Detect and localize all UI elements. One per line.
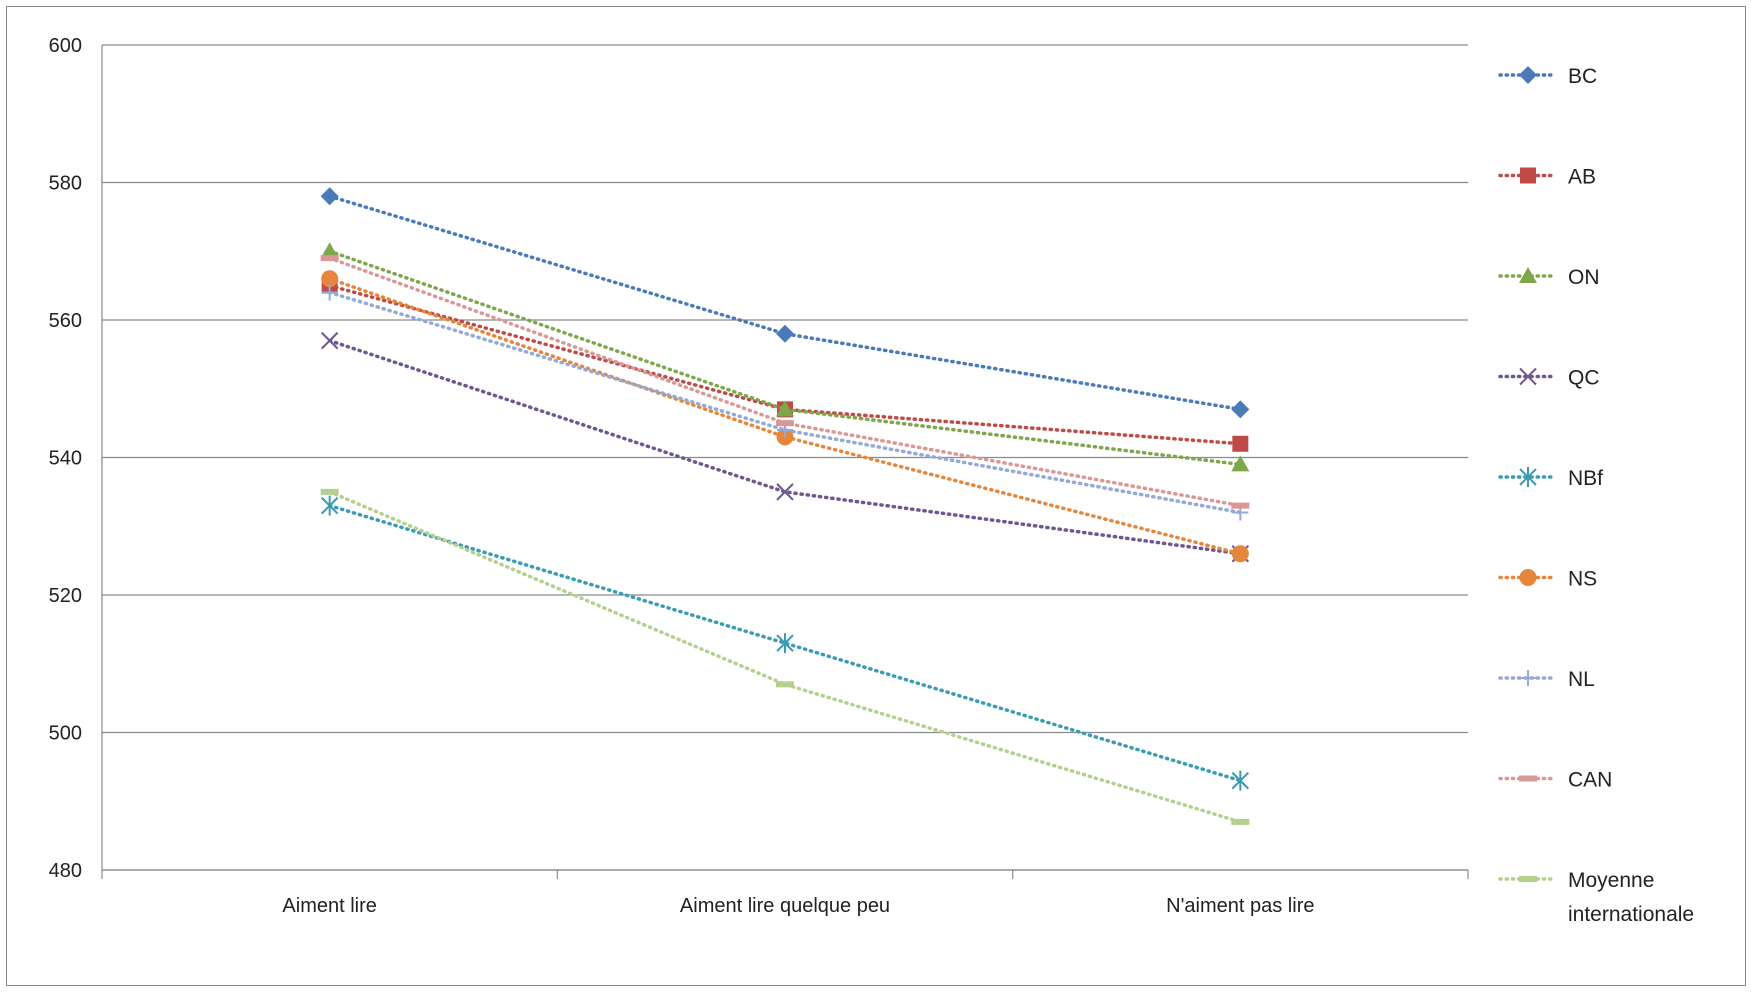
series-line-can bbox=[327, 256, 1243, 508]
series-line-bc bbox=[327, 194, 1243, 412]
data-point bbox=[1231, 400, 1250, 419]
legend-label: Moyenne bbox=[1568, 869, 1654, 892]
data-point bbox=[320, 331, 339, 350]
data-point bbox=[320, 242, 339, 259]
legend-marker bbox=[1520, 167, 1536, 184]
series-line-ab bbox=[327, 283, 1243, 446]
legend-marker bbox=[1519, 775, 1537, 782]
data-point bbox=[320, 488, 339, 495]
data-point bbox=[320, 495, 339, 516]
series-line-moyenne-internationale bbox=[327, 490, 1243, 824]
data-point bbox=[776, 324, 794, 343]
data-point bbox=[1231, 502, 1250, 509]
data-point bbox=[320, 187, 339, 206]
legend-item: QC bbox=[1498, 367, 1600, 390]
y-tick-label: 480 bbox=[49, 860, 82, 882]
gridlines bbox=[102, 44, 1468, 871]
y-tick-label: 540 bbox=[49, 448, 82, 470]
data-point bbox=[776, 483, 794, 501]
y-tick-label: 520 bbox=[49, 585, 82, 607]
x-tick-label: Aiment lire bbox=[282, 895, 376, 917]
x-tick-label: Aiment lire quelque peu bbox=[680, 895, 890, 917]
legend-label: AB bbox=[1568, 166, 1596, 189]
legend-item: AB bbox=[1498, 166, 1596, 189]
legend-marker bbox=[1519, 569, 1537, 586]
y-tick-label: 560 bbox=[49, 310, 82, 332]
legend-item: NBf bbox=[1498, 467, 1603, 490]
legend-label: NL bbox=[1568, 668, 1595, 691]
legend: BC AB ON QC NBf NS NL CAN Moyenne internationale bbox=[1498, 65, 1694, 926]
legend-marker bbox=[1519, 267, 1537, 283]
legend-item: ON bbox=[1498, 266, 1600, 289]
data-point bbox=[1231, 770, 1250, 791]
y-tick-label: 500 bbox=[49, 723, 82, 745]
data-point bbox=[776, 681, 794, 688]
legend-item: BC bbox=[1498, 65, 1597, 88]
y-tick-label: 600 bbox=[49, 35, 82, 57]
data-point bbox=[1231, 545, 1249, 563]
legend-marker bbox=[1519, 876, 1537, 882]
legend-marker bbox=[1519, 66, 1537, 84]
legend-label: NBf bbox=[1568, 467, 1603, 490]
data-point bbox=[776, 633, 794, 654]
legend-item: NS bbox=[1498, 568, 1597, 591]
legend-item: CAN bbox=[1498, 769, 1612, 792]
data-point bbox=[321, 270, 339, 288]
axes: 480 500 520 540 560 580 600 Aiment lire Aiment l… bbox=[49, 35, 1469, 917]
data-point bbox=[1232, 435, 1249, 452]
legend-marker bbox=[1520, 670, 1536, 686]
series-line-qc bbox=[327, 338, 1243, 556]
data-point bbox=[320, 255, 339, 262]
data-point bbox=[1231, 818, 1250, 825]
legend-label: NS bbox=[1568, 568, 1597, 591]
legend-label: BC bbox=[1568, 65, 1597, 88]
y-tick-label: 580 bbox=[49, 173, 82, 195]
legend-marker bbox=[1519, 367, 1537, 386]
series-lines bbox=[320, 187, 1250, 825]
series-line-nbf bbox=[327, 503, 1243, 783]
data-point bbox=[776, 400, 794, 417]
data-point bbox=[321, 284, 338, 301]
chart-frame bbox=[6, 6, 1746, 986]
legend-item: NL bbox=[1498, 668, 1595, 691]
legend-marker bbox=[1519, 467, 1537, 487]
legend-label: ON bbox=[1568, 266, 1600, 289]
legend-label: QC bbox=[1568, 367, 1600, 390]
data-point bbox=[776, 420, 794, 427]
legend-item: Moyenne internationale bbox=[1498, 869, 1694, 926]
legend-label: internationale bbox=[1568, 903, 1694, 926]
x-tick-label: N'aiment pas lire bbox=[1166, 895, 1314, 917]
series-line-nl bbox=[327, 290, 1243, 515]
legend-label: CAN bbox=[1568, 769, 1612, 792]
data-point bbox=[1231, 455, 1250, 472]
